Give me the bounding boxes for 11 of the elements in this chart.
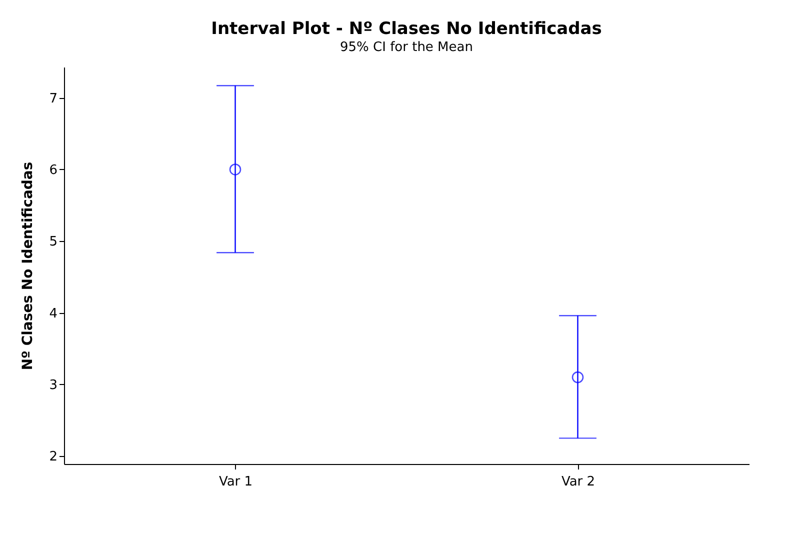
y-tick-label: 5: [49, 234, 58, 250]
y-tick-label: 4: [49, 306, 58, 322]
chart-title: Interval Plot - Nº Clases No Identificadas: [211, 19, 602, 39]
chart-subtitle: 95% CI for the Mean: [340, 40, 473, 55]
y-tick-label: 2: [49, 450, 58, 465]
y-tick-label: 3: [49, 378, 58, 393]
x-tick-label: Var 2: [561, 474, 596, 490]
y-tick-label: 6: [49, 162, 58, 178]
y-tick-label: 7: [49, 91, 58, 106]
y-axis-title: Nº Clases No Identificadas: [20, 162, 36, 370]
x-tick-label: Var 1: [218, 474, 253, 490]
